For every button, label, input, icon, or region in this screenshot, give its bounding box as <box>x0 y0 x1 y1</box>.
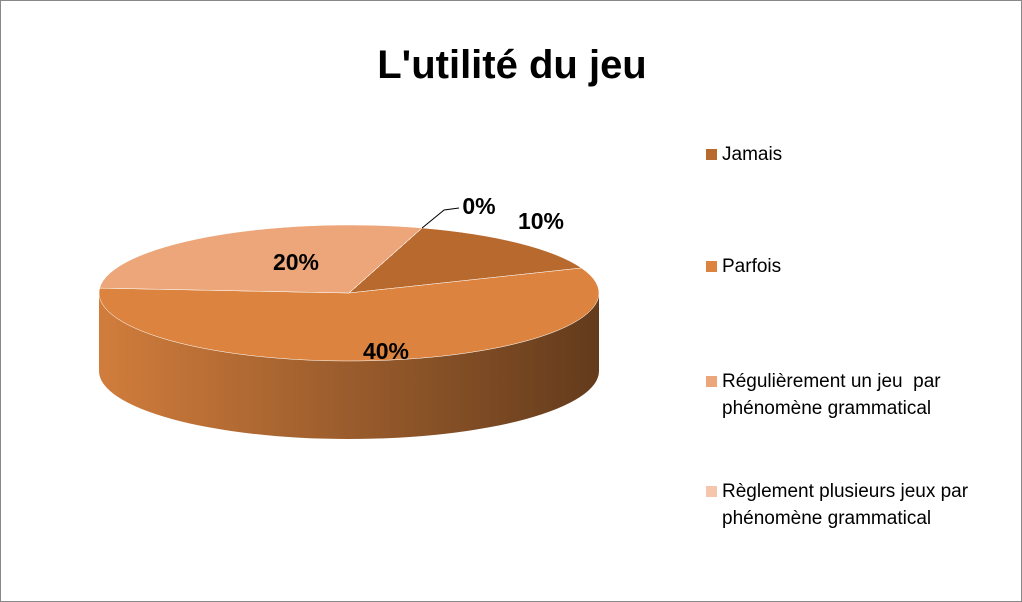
legend-label: Parfois <box>722 256 782 277</box>
legend-label: Régulièrement un jeu par phénomène gramm… <box>722 371 946 419</box>
legend-swatch <box>706 149 717 160</box>
data-label: 20% <box>273 249 319 275</box>
pie-slice <box>348 227 583 294</box>
leader-line <box>421 207 460 229</box>
legend-item: Parfois <box>706 253 996 280</box>
pie-slice <box>98 267 600 362</box>
legend-label: Règlement plusieurs jeux par phénomène g… <box>722 481 974 529</box>
data-label: 10% <box>518 208 564 234</box>
legend-item: Régulièrement un jeu par phénomène gramm… <box>706 368 996 422</box>
legend-swatch <box>706 486 717 497</box>
data-label: 0% <box>462 193 495 219</box>
data-label: 40% <box>363 338 409 364</box>
legend-swatch <box>706 376 717 387</box>
pie-side <box>99 293 599 439</box>
legend-label: Jamais <box>722 144 783 165</box>
legend-item: Règlement plusieurs jeux par phénomène g… <box>706 478 996 532</box>
pie-slice <box>99 224 423 294</box>
legend-swatch <box>706 261 717 272</box>
legend-item: Jamais <box>706 141 996 168</box>
chart-title: L'utilité du jeu <box>377 43 647 87</box>
